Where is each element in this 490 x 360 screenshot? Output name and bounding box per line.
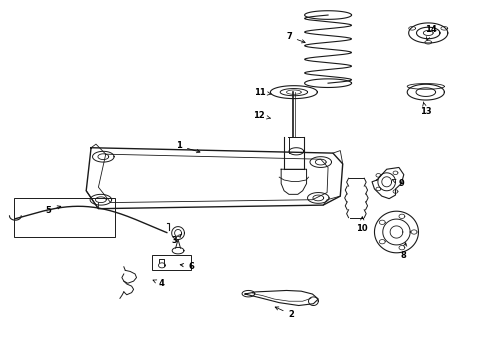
Polygon shape bbox=[374, 211, 418, 253]
Polygon shape bbox=[407, 84, 444, 100]
Text: 12: 12 bbox=[253, 111, 270, 120]
Polygon shape bbox=[310, 157, 331, 167]
Text: 11: 11 bbox=[254, 87, 271, 96]
Text: 8: 8 bbox=[401, 243, 407, 260]
Polygon shape bbox=[372, 167, 404, 199]
Text: 3: 3 bbox=[172, 234, 182, 246]
Text: 6: 6 bbox=[180, 262, 194, 271]
Polygon shape bbox=[86, 148, 343, 209]
Polygon shape bbox=[245, 291, 318, 306]
Text: 13: 13 bbox=[420, 102, 432, 116]
Polygon shape bbox=[90, 194, 112, 205]
Text: 1: 1 bbox=[176, 141, 200, 153]
Text: 5: 5 bbox=[46, 206, 61, 215]
Text: 9: 9 bbox=[392, 179, 404, 188]
Polygon shape bbox=[279, 166, 309, 173]
Polygon shape bbox=[93, 151, 114, 162]
Polygon shape bbox=[281, 169, 307, 194]
Text: 2: 2 bbox=[275, 307, 294, 319]
Text: 4: 4 bbox=[153, 279, 165, 288]
Text: 10: 10 bbox=[356, 217, 368, 233]
Polygon shape bbox=[409, 23, 448, 43]
Text: 14: 14 bbox=[425, 25, 437, 40]
Polygon shape bbox=[308, 193, 329, 203]
Text: 7: 7 bbox=[286, 32, 305, 43]
FancyBboxPatch shape bbox=[152, 255, 191, 270]
Polygon shape bbox=[270, 86, 318, 99]
